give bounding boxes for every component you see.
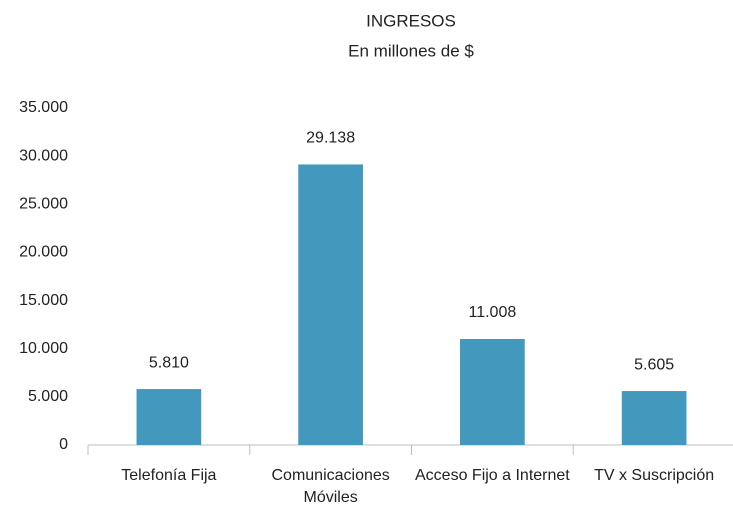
bar [298, 164, 363, 445]
data-label: 11.008 [469, 304, 517, 321]
y-tick-label: 10.000 [19, 340, 68, 357]
y-tick-label: 30.000 [19, 147, 68, 164]
data-label: 29.138 [306, 130, 355, 147]
y-tick-label: 20.000 [19, 244, 68, 261]
data-label: 5.810 [149, 354, 189, 371]
y-tick-label: 25.000 [19, 196, 68, 213]
x-tick-label: Acceso Fijo a Internet [415, 467, 570, 484]
data-label: 5.605 [634, 356, 674, 373]
x-tick-label: Comunicaciones Móviles [271, 467, 390, 506]
bar [621, 391, 687, 445]
chart-subtitle: En millones de $ [348, 41, 474, 60]
bar [460, 339, 525, 445]
bar [136, 389, 202, 445]
x-tick-label: TV x Suscripción [594, 467, 715, 484]
chart-title: INGRESOS [366, 11, 456, 30]
y-tick-label: 0 [59, 436, 68, 453]
y-tick-label: 15.000 [19, 292, 68, 309]
y-tick-label: 5.000 [28, 388, 68, 405]
y-tick-label: 35.000 [19, 99, 68, 116]
x-tick-label: Telefonía Fija [121, 467, 217, 484]
